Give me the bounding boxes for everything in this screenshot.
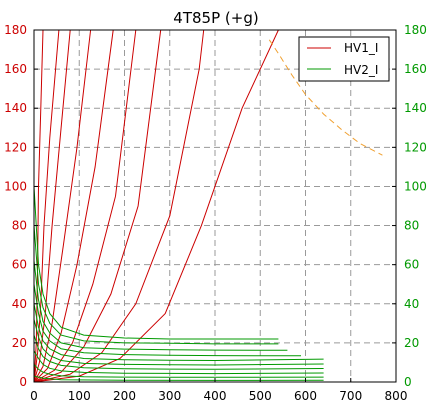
x-tick-label: 600 xyxy=(294,389,317,403)
hv2-curve xyxy=(33,260,288,351)
grid xyxy=(34,30,396,382)
hv2-curve xyxy=(33,303,324,362)
legend-label-hv2: HV2_I xyxy=(344,63,378,77)
x-tick-label: 300 xyxy=(158,389,181,403)
dissipation-curve xyxy=(268,39,383,156)
right-tick-label: 20 xyxy=(404,336,419,350)
x-axis-ticks: 0 100 200 300 400 500 600 700 800 xyxy=(30,378,407,403)
left-tick-label: 180 xyxy=(4,23,27,37)
x-tick-label: 700 xyxy=(339,389,362,403)
right-tick-label: 180 xyxy=(404,23,427,37)
hv1-curves xyxy=(33,29,279,383)
hv1-curve xyxy=(33,29,44,383)
left-tick-label: 80 xyxy=(12,219,27,233)
hv2-curve xyxy=(33,350,324,375)
hv2-curve xyxy=(33,225,279,345)
hv2-curve xyxy=(33,334,324,370)
right-tick-label: 140 xyxy=(404,101,427,115)
x-tick-label: 500 xyxy=(249,389,272,403)
hv1-curve xyxy=(33,29,205,383)
hv1-curve xyxy=(33,29,60,383)
right-tick-label: 100 xyxy=(404,179,427,193)
left-tick-label: 40 xyxy=(12,297,27,311)
hv2-curve xyxy=(33,319,324,366)
hv2-curve xyxy=(33,375,324,381)
x-tick-label: 200 xyxy=(113,389,136,403)
hv2-curves xyxy=(33,186,324,381)
hv1-curve xyxy=(33,29,137,383)
annotations xyxy=(268,39,383,156)
x-tick-label: 800 xyxy=(385,389,408,403)
hv1-curve xyxy=(33,29,71,383)
right-tick-label: 0 xyxy=(404,375,412,389)
left-tick-label: 100 xyxy=(4,179,27,193)
legend-box xyxy=(298,36,390,82)
left-tick-label: 60 xyxy=(12,258,27,272)
hv1-curve xyxy=(33,29,92,383)
left-tick-label: 160 xyxy=(4,62,27,76)
right-axis-ticks: 0 20 40 60 80 100 120 140 160 180 xyxy=(392,23,427,389)
legend: HV1_I HV2_I xyxy=(298,36,390,82)
left-axis-ticks: 0 20 40 60 80 100 120 140 160 180 xyxy=(4,23,38,389)
chart-title: 4T85P (+g) xyxy=(173,9,258,27)
left-tick-label: 20 xyxy=(12,336,27,350)
hv2-curve xyxy=(33,284,302,357)
hv1-curve xyxy=(33,29,162,383)
right-tick-label: 60 xyxy=(404,258,419,272)
hv2-curve xyxy=(33,364,324,378)
right-tick-label: 80 xyxy=(404,219,419,233)
right-tick-label: 160 xyxy=(404,62,427,76)
hv1-curve xyxy=(33,29,114,383)
x-tick-label: 0 xyxy=(30,389,38,403)
left-tick-label: 140 xyxy=(4,101,27,115)
left-tick-label: 120 xyxy=(4,140,27,154)
hv2-curve xyxy=(33,186,279,340)
legend-label-hv1: HV1_I xyxy=(344,41,378,55)
right-tick-label: 40 xyxy=(404,297,419,311)
right-tick-label: 120 xyxy=(404,140,427,154)
left-tick-label: 0 xyxy=(19,375,27,389)
x-tick-label: 400 xyxy=(204,389,227,403)
x-tick-label: 100 xyxy=(68,389,91,403)
